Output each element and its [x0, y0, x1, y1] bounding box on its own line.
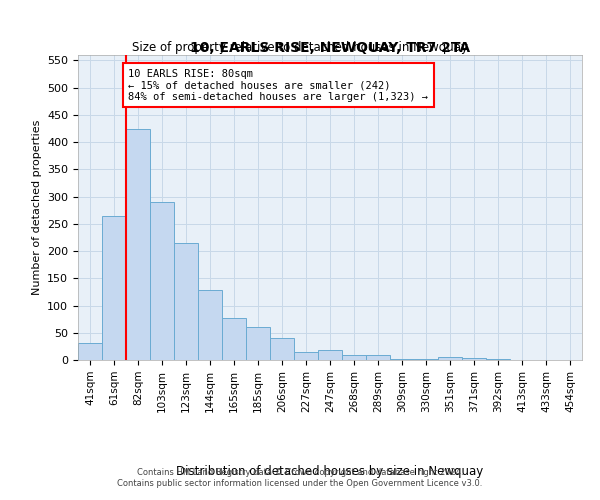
Bar: [174, 243, 198, 360]
X-axis label: Distribution of detached houses by size in Newquay: Distribution of detached houses by size …: [176, 464, 484, 477]
Title: 10, EARLS RISE, NEWQUAY, TR7 2TA: 10, EARLS RISE, NEWQUAY, TR7 2TA: [190, 41, 470, 55]
Bar: [390, 359, 414, 360]
Bar: [294, 352, 318, 360]
Bar: [438, 358, 462, 360]
Bar: [462, 358, 486, 360]
Bar: [102, 216, 126, 360]
Bar: [342, 355, 366, 360]
Bar: [126, 128, 150, 360]
Y-axis label: Number of detached properties: Number of detached properties: [32, 120, 41, 295]
Bar: [246, 328, 270, 360]
Bar: [78, 342, 102, 360]
Bar: [150, 202, 174, 360]
Bar: [198, 290, 222, 360]
Bar: [366, 355, 390, 360]
Text: 10 EARLS RISE: 80sqm
← 15% of detached houses are smaller (242)
84% of semi-deta: 10 EARLS RISE: 80sqm ← 15% of detached h…: [128, 68, 428, 102]
Text: Contains HM Land Registry data © Crown copyright and database right 2024.
Contai: Contains HM Land Registry data © Crown c…: [118, 468, 482, 487]
Bar: [222, 318, 246, 360]
Bar: [270, 338, 294, 360]
Text: Size of property relative to detached houses in Newquay: Size of property relative to detached ho…: [132, 41, 468, 54]
Bar: [318, 350, 342, 360]
